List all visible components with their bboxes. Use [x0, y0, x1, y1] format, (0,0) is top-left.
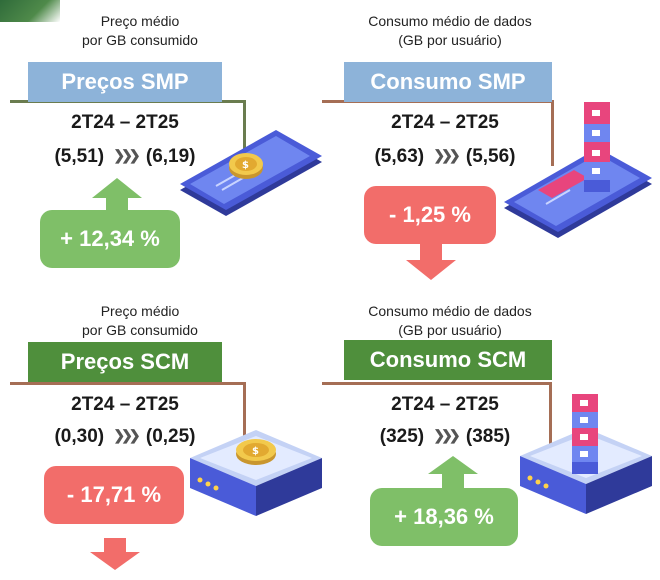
period-label: 2T24 – 2T25: [391, 394, 499, 415]
panel-precos-scm: Preço médio por GB consumido Preços SCM …: [0, 290, 330, 580]
change-badge: + 18,36 %: [370, 488, 518, 546]
banner-title: Consumo SMP: [344, 62, 552, 102]
banner-title: Preços SCM: [28, 342, 222, 382]
router-icon: [520, 394, 652, 514]
value-comparison: (0,30) ❯❯❯ (0,25): [0, 426, 250, 448]
chevron-right-icon: ❯❯❯: [113, 147, 140, 163]
change-badge: - 17,71 %: [44, 466, 184, 524]
panel-precos-smp: Preço médio por GB consumido Preços SMP …: [0, 0, 330, 290]
value-to: (0,25): [145, 426, 196, 447]
period-label: 2T24 – 2T25: [391, 112, 499, 133]
connector-line-vertical: [243, 382, 246, 452]
value-comparison: (5,63) ❯❯❯ (5,56): [320, 146, 570, 168]
corner-decoration: [0, 0, 60, 22]
value-to: (385): [465, 426, 511, 447]
connector-line-vertical: [551, 100, 554, 166]
panel-caption: Preço médio por GB consumido: [82, 303, 198, 338]
arrow-up-icon: [92, 178, 142, 214]
connector-line-vertical: [243, 100, 246, 170]
value-from: (325): [379, 426, 425, 447]
value-comparison: (5,51) ❯❯❯ (6,19): [0, 146, 250, 168]
panel-consumo-smp: Consumo médio de dados (GB por usuário) …: [322, 0, 660, 290]
arrow-down-icon: [90, 538, 140, 570]
chevron-right-icon: ❯❯❯: [433, 427, 460, 443]
value-from: (0,30): [54, 426, 105, 447]
arrow-up-icon: [428, 456, 478, 490]
arrow-down-icon: [406, 244, 456, 280]
change-badge: - 1,25 %: [364, 186, 496, 244]
period-label: 2T24 – 2T25: [71, 394, 179, 415]
svg-text:$: $: [242, 160, 249, 171]
connector-line: [10, 382, 246, 385]
smartphone-icon: $: [180, 130, 322, 216]
connector-line: [322, 382, 552, 385]
panel-caption: Preço médio por GB consumido: [82, 13, 198, 48]
change-badge: + 12,34 %: [40, 210, 180, 268]
chevron-right-icon: ❯❯❯: [433, 147, 460, 163]
value-from: (5,63): [374, 146, 425, 167]
banner-title: Consumo SCM: [344, 340, 552, 380]
value-to: (6,19): [145, 146, 196, 167]
chevron-right-icon: ❯❯❯: [113, 427, 140, 443]
value-from: (5,51): [54, 146, 105, 167]
value-comparison: (325) ❯❯❯ (385): [320, 426, 570, 448]
panel-caption: Consumo médio de dados (GB por usuário): [368, 303, 532, 338]
panel-caption: Consumo médio de dados (GB por usuário): [368, 13, 532, 48]
banner-title: Preços SMP: [28, 62, 222, 102]
router-icon: $: [190, 430, 322, 516]
connector-line-vertical: [549, 382, 552, 448]
svg-text:$: $: [252, 446, 259, 457]
period-label: 2T24 – 2T25: [71, 112, 179, 133]
value-to: (5,56): [465, 146, 516, 167]
smartphone-icon: [504, 102, 652, 238]
panel-consumo-scm: Consumo médio de dados (GB por usuário) …: [322, 290, 660, 580]
